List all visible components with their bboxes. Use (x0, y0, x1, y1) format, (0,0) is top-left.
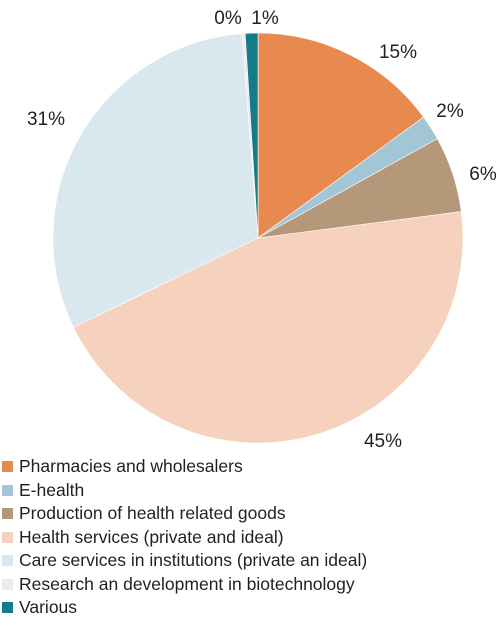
legend-item: Pharmacies and wholesalers (2, 455, 367, 479)
legend-item: Care services in institutions (private a… (2, 549, 367, 573)
legend-label: Production of health related goods (19, 503, 286, 524)
legend-item: E-health (2, 479, 367, 503)
pie-slice (73, 211, 464, 444)
legend-label: Pharmacies and wholesalers (19, 456, 243, 477)
legend-swatch (2, 602, 13, 614)
legend-label: Care services in institutions (private a… (19, 550, 368, 571)
pie-slice-label: 45% (364, 431, 402, 452)
pie-slice-label: 0% (214, 8, 242, 29)
legend-swatch (2, 484, 13, 496)
pie-slices (52, 32, 464, 444)
pie-slice-label: 1% (251, 8, 279, 29)
legend-label: E-health (19, 479, 85, 500)
legend-item: Production of health related goods (2, 502, 367, 526)
legend-label: Health services (private and ideal) (19, 526, 284, 547)
legend-item: Various (2, 596, 367, 620)
legend-swatch (2, 578, 13, 590)
legend-item: Health services (private and ideal) (2, 526, 367, 550)
legend-item: Research an development in biotechnology (2, 573, 367, 597)
pie-slice (257, 32, 424, 239)
pie-chart: 15% 2% 6% 45% 31% 0% 1% (27, 8, 497, 452)
pie-slice-label: 31% (27, 109, 65, 130)
legend-swatch (2, 531, 13, 543)
legend-swatch (2, 555, 13, 567)
chart-legend: Pharmacies and wholesalers E-health Produc… (2, 455, 367, 620)
legend-swatch (2, 461, 13, 473)
pie-slice (52, 33, 259, 328)
legend-label: Research an development in biotechnology (19, 573, 355, 594)
pie-slice (244, 32, 259, 239)
pie-slice-label: 15% (379, 42, 417, 63)
pie-slice-label: 6% (469, 164, 497, 185)
legend-swatch (2, 508, 13, 520)
pie-slice-labels: 15% 2% 6% 45% 31% 0% 1% (27, 8, 497, 452)
legend-label: Various (19, 597, 78, 618)
pie-slice-label: 2% (436, 101, 464, 122)
